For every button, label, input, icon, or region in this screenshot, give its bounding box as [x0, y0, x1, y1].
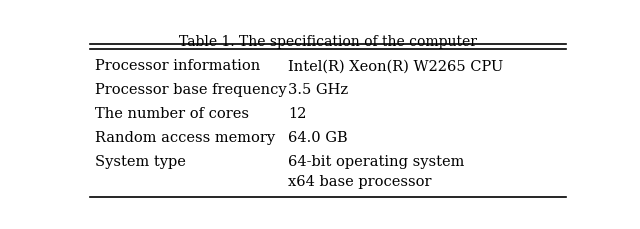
Text: 3.5 GHz: 3.5 GHz [288, 83, 348, 97]
Text: 64.0 GB: 64.0 GB [288, 131, 348, 144]
Text: x64 base processor: x64 base processor [288, 175, 432, 189]
Text: Processor information: Processor information [95, 59, 260, 73]
Text: Random access memory: Random access memory [95, 131, 275, 144]
Text: 64-bit operating system: 64-bit operating system [288, 154, 465, 168]
Text: 12: 12 [288, 107, 307, 121]
Text: Processor base frequency: Processor base frequency [95, 83, 287, 97]
Text: Intel(R) Xeon(R) W2265 CPU: Intel(R) Xeon(R) W2265 CPU [288, 59, 504, 73]
Text: Table 1. The specification of the computer: Table 1. The specification of the comput… [179, 35, 477, 49]
Text: System type: System type [95, 154, 186, 168]
Text: The number of cores: The number of cores [95, 107, 249, 121]
